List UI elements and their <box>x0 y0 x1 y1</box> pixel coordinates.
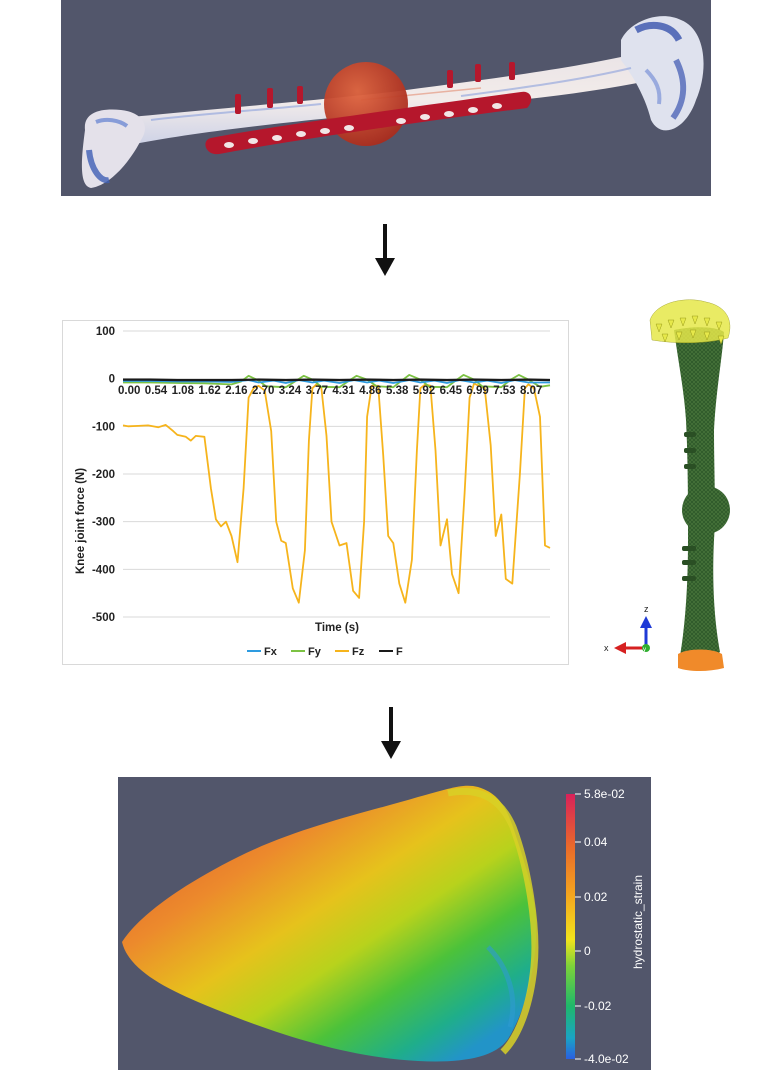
bone-proximal-end <box>621 16 704 131</box>
legend-label: Fx <box>264 646 278 658</box>
y-tick-label: 100 <box>96 326 115 338</box>
knee-force-chart: 100 0 -100 -200 -300 -400 -500 0.00 0.54 1.08 1.62… <box>62 320 569 665</box>
x-tick-label: 6.45 <box>440 385 463 397</box>
series-line-fx <box>123 379 550 384</box>
y-axis-label: Knee joint force (N) <box>75 468 87 574</box>
x-tick-label: 2.70 <box>252 385 274 397</box>
colorbar-title: hydrostatic_strain <box>631 875 645 969</box>
fe-mesh-render: z x y <box>596 280 772 680</box>
colorbar-tick-label: 0 <box>584 944 591 958</box>
x-tick-label: 0.54 <box>145 385 168 397</box>
colorbar-tick-label: 0.02 <box>584 890 608 904</box>
series-line-f <box>123 378 551 382</box>
triad-x-label: x <box>604 643 609 653</box>
x-tick-label: 2.16 <box>225 385 247 397</box>
bone-plate-illustration <box>81 16 704 188</box>
y-tick-label: -500 <box>92 612 115 624</box>
x-tick-label: 0.00 <box>118 385 140 397</box>
plate-holes <box>224 103 502 148</box>
orientation-triad: z x y <box>604 604 652 654</box>
legend-label: Fz <box>352 646 365 658</box>
y-tick-label: -100 <box>92 421 115 433</box>
x-tick-label: 1.62 <box>198 385 220 397</box>
bone-plate-render <box>61 0 711 196</box>
y-tick-label: 0 <box>109 374 115 386</box>
colorbar-tick-label: 5.8e-02 <box>584 787 625 801</box>
colorbar-tick-label: -4.0e-02 <box>584 1052 629 1066</box>
triad-y-label: y <box>643 647 646 653</box>
y-tick-label: -400 <box>92 564 115 576</box>
x-tick-label: 3.24 <box>279 385 302 397</box>
legend-label: F <box>396 646 403 658</box>
x-tick-label: 3.77 <box>306 385 328 397</box>
x-axis-label: Time (s) <box>315 622 359 634</box>
y-tick-label: -300 <box>92 517 115 529</box>
mesh-screws <box>682 432 696 581</box>
colorbar-tick-label: 0.04 <box>584 835 608 849</box>
x-tick-label: 6.99 <box>466 385 488 397</box>
x-tick-label: 5.38 <box>386 385 409 397</box>
strain-field-render: 5.8e-02 0.04 0.02 0 -0.02 -4.0e-02 hydrostati… <box>118 777 651 1070</box>
mesh-sphere <box>682 486 730 534</box>
fixation-plate <box>205 91 532 155</box>
load-markers <box>649 299 731 345</box>
colorbar-gradient <box>566 794 575 1059</box>
fixed-support-markers <box>678 649 724 671</box>
triad-z-label: z <box>644 604 649 614</box>
x-tick-label: 5.92 <box>413 385 435 397</box>
bone-distal-end <box>81 109 145 188</box>
chart-canvas: 100 0 -100 -200 -300 -400 -500 0.00 0.54 1.08 1.62… <box>75 326 551 658</box>
x-tick-label: 1.08 <box>172 385 195 397</box>
down-arrow-icon <box>381 707 401 759</box>
strain-surface <box>122 785 537 1062</box>
legend-label: Fy <box>308 646 322 658</box>
mesh-illustration: z x y <box>604 299 731 671</box>
down-arrow-icon <box>375 224 395 276</box>
x-tick-label: 4.86 <box>359 385 381 397</box>
screw-set <box>235 62 515 114</box>
x-tick-label: 7.53 <box>493 385 515 397</box>
y-tick-label: -200 <box>92 469 115 481</box>
colorbar-tick-label: -0.02 <box>584 999 612 1013</box>
x-tick-label: 8.07 <box>520 385 542 397</box>
x-tick-label: 4.31 <box>332 385 355 397</box>
strain-illustration: 5.8e-02 0.04 0.02 0 -0.02 -4.0e-02 hydrostati… <box>122 785 645 1066</box>
